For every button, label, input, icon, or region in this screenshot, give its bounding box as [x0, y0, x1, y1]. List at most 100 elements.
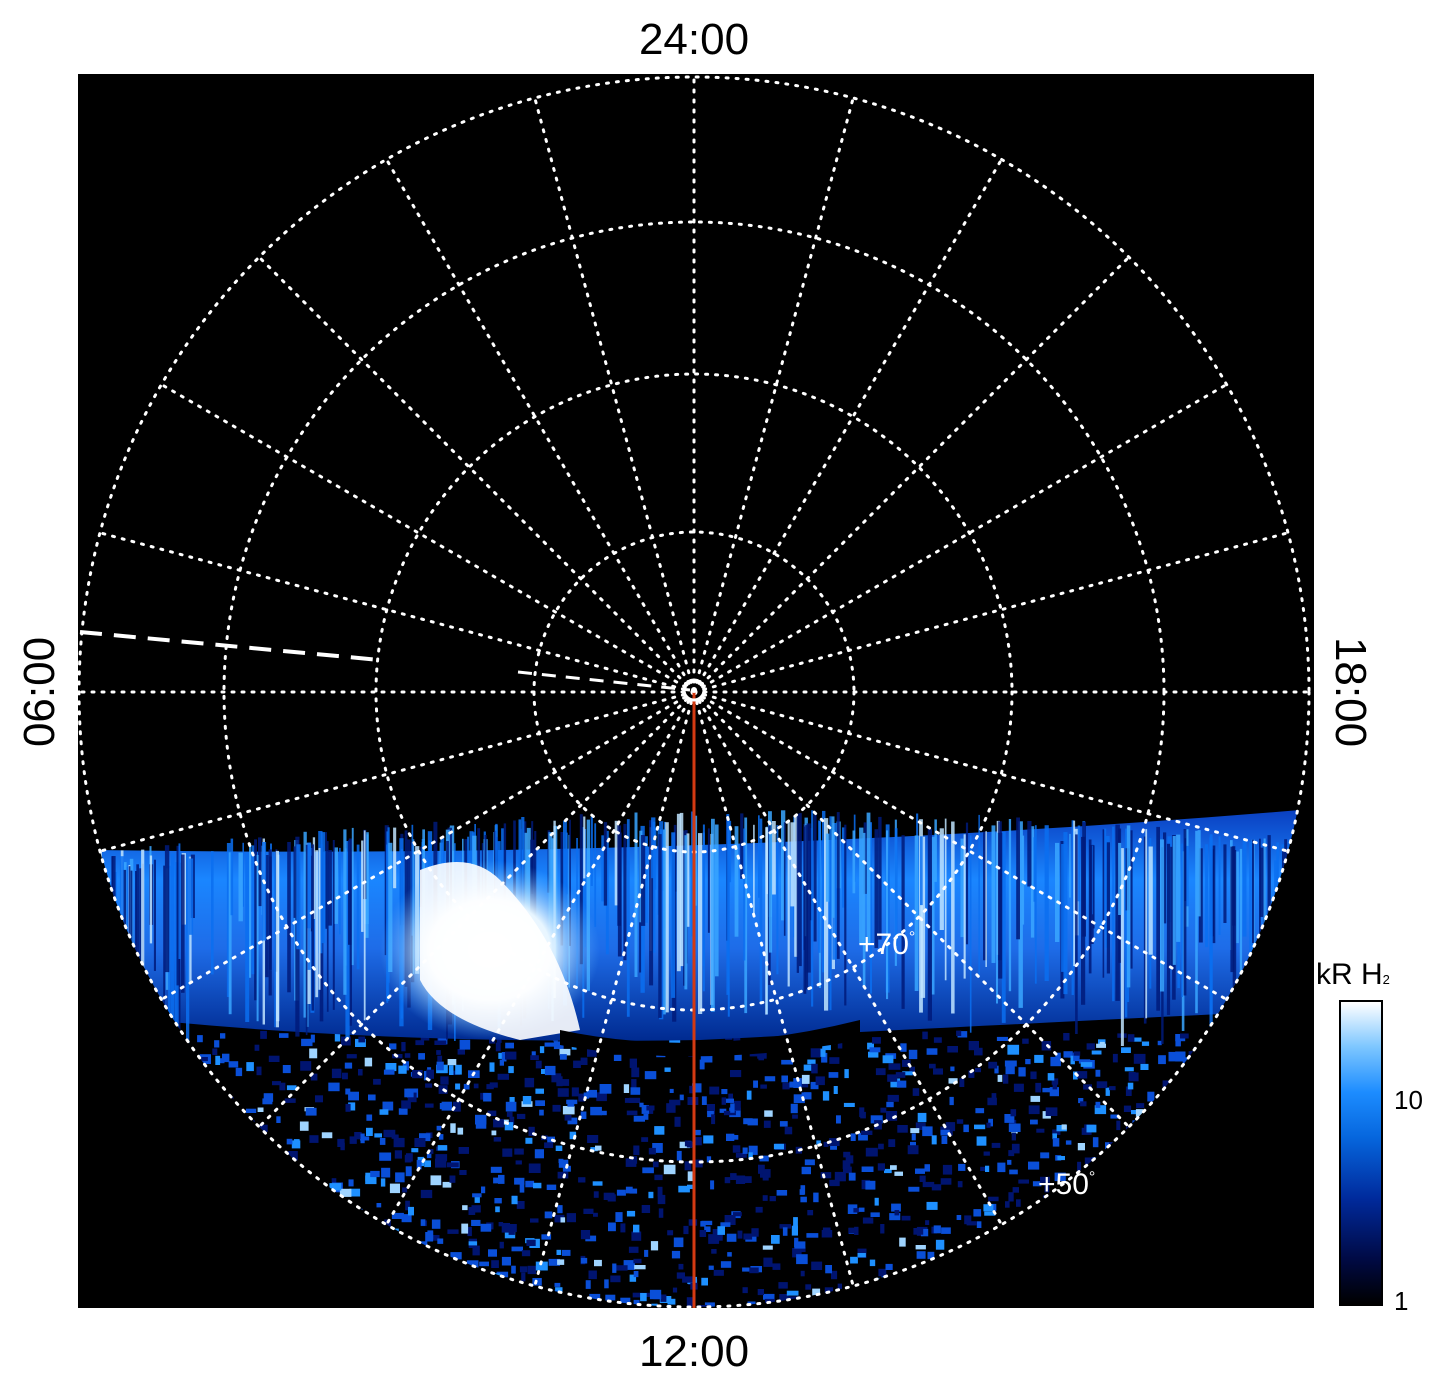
- emission-pixel: [592, 1181, 603, 1186]
- latitude-value: +50: [1038, 1168, 1089, 1201]
- emission-pixel: [825, 1265, 832, 1274]
- emission-pixel: [420, 1219, 426, 1226]
- emission-pixel: [535, 1088, 544, 1094]
- emission-streak: [305, 844, 308, 1036]
- emission-pixel: [483, 1092, 492, 1102]
- emission-pixel: [657, 1186, 663, 1197]
- emission-pixel: [997, 1074, 1003, 1082]
- emission-streak: [1242, 838, 1247, 937]
- emission-streak: [345, 841, 350, 1038]
- emission-pixel: [580, 1057, 588, 1065]
- emission-pixel: [641, 1105, 649, 1114]
- emission-streak: [1260, 847, 1264, 917]
- emission-pixel: [501, 1223, 510, 1233]
- emission-pixel: [821, 1230, 833, 1238]
- emission-streak: [1198, 848, 1203, 943]
- emission-pixel: [198, 1308, 208, 1313]
- emission-pixel: [459, 1170, 467, 1175]
- emission-streak: [639, 830, 643, 923]
- emission-pixel: [262, 1098, 273, 1105]
- emission-pixel: [781, 1059, 793, 1065]
- emission-pixel: [843, 1102, 855, 1107]
- emission-pixel: [580, 1230, 591, 1240]
- emission-pixel: [197, 1057, 208, 1062]
- emission-pixel: [828, 1072, 839, 1078]
- emission-pixel: [418, 1053, 425, 1060]
- emission-pixel: [623, 1260, 635, 1270]
- emission-pixel: [874, 1197, 879, 1206]
- emission-pixel: [721, 1089, 728, 1095]
- emission-pixel: [1095, 1069, 1101, 1077]
- emission-pixel: [580, 1111, 587, 1119]
- emission-pixel: [212, 1048, 218, 1055]
- emission-pixel: [747, 1301, 756, 1307]
- emission-streak: [870, 822, 872, 994]
- emission-pixel: [813, 1192, 819, 1203]
- emission-pixel: [436, 1061, 444, 1071]
- emission-pixel: [887, 1074, 898, 1082]
- emission-streak: [1115, 824, 1120, 1001]
- emission-pixel: [1044, 1185, 1050, 1193]
- emission-pixel: [735, 1175, 746, 1184]
- emission-pixel: [869, 1047, 881, 1053]
- emission-pixel: [1133, 1053, 1146, 1064]
- emission-pixel: [389, 1043, 397, 1050]
- emission-pixel: [713, 1235, 723, 1241]
- emission-streak: [649, 820, 654, 986]
- emission-streak: [332, 840, 335, 1010]
- emission-pixel: [544, 1042, 556, 1047]
- emission-pixel: [525, 1180, 535, 1188]
- degree-symbol: °: [908, 929, 916, 946]
- emission-pixel: [1091, 1050, 1102, 1055]
- emission-pixel: [246, 1108, 257, 1113]
- emission-pixel: [686, 1141, 695, 1148]
- emission-streak: [734, 826, 739, 937]
- emission-streak: [1008, 819, 1012, 992]
- emission-pixel: [462, 1205, 468, 1211]
- emission-pixel: [425, 1083, 433, 1088]
- emission-pixel: [749, 1309, 761, 1313]
- emission-pixel: [975, 1108, 985, 1114]
- emission-pixel: [639, 1102, 644, 1108]
- emission-streak: [836, 812, 840, 959]
- emission-pixel: [651, 1303, 658, 1307]
- emission-streak: [1205, 844, 1209, 948]
- emission-pixel: [663, 1164, 676, 1175]
- emission-pixel: [558, 1159, 569, 1168]
- emission-pixel: [632, 1292, 643, 1298]
- emission-pixel: [776, 1190, 788, 1196]
- emission-pixel: [499, 1059, 504, 1066]
- emission-pixel: [701, 1096, 707, 1105]
- emission-pixel: [850, 1133, 856, 1141]
- emission-streak: [822, 810, 826, 973]
- emission-pixel: [942, 1164, 953, 1175]
- emission-pixel: [504, 1122, 514, 1131]
- emission-pixel: [626, 1110, 638, 1116]
- emission-pixel: [309, 1048, 318, 1059]
- emission-pixel: [1121, 1310, 1131, 1315]
- emission-pixel: [590, 1147, 598, 1152]
- emission-pixel: [535, 1100, 545, 1106]
- emission-pixel: [596, 1092, 607, 1102]
- emission-pixel: [219, 1058, 225, 1064]
- emission-pixel: [687, 1184, 696, 1189]
- emission-pixel: [894, 1210, 900, 1216]
- emission-pixel: [1141, 1041, 1150, 1046]
- emission-pixel: [463, 1083, 470, 1090]
- emission-pixel: [652, 1143, 663, 1153]
- emission-pixel: [256, 1066, 262, 1076]
- emission-pixel: [721, 1097, 726, 1105]
- emission-pixel: [428, 1235, 440, 1241]
- emission-pixel: [535, 1060, 542, 1069]
- emission-pixel: [569, 1131, 577, 1140]
- emission-pixel: [823, 1141, 829, 1147]
- emission-pixel: [778, 1282, 788, 1289]
- emission-streak: [351, 827, 354, 966]
- emission-pixel: [1061, 1124, 1067, 1130]
- emission-pixel: [983, 1204, 994, 1212]
- emission-pixel: [799, 1247, 806, 1252]
- emission-pixel: [633, 1115, 645, 1122]
- emission-streak: [665, 822, 669, 1013]
- emission-pixel: [524, 1077, 535, 1088]
- emission-pixel: [626, 1210, 636, 1217]
